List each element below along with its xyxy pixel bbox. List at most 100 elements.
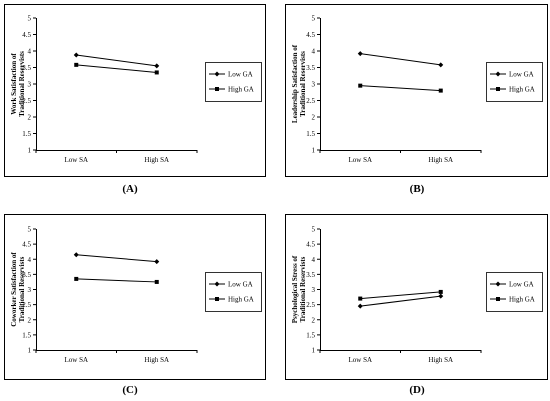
y-tick-label: 1.5 — [22, 130, 31, 138]
series-line-high-ga — [360, 291, 441, 300]
legend-marker-low-ga — [214, 71, 220, 77]
y-axis-title-line: Psychological Stress of — [291, 255, 299, 323]
y-tick-label: 4.5 — [22, 241, 31, 249]
y-tick-label: 5 — [312, 15, 316, 23]
legend-marker-high-ga — [496, 297, 500, 301]
y-axis-title: Coworker Satisfaction ofTraditional Rese… — [10, 252, 26, 327]
panel-label-c: (C) — [122, 384, 138, 396]
x-tick-label: Low SA — [64, 156, 88, 164]
legend-marker-low-ga — [214, 281, 220, 287]
legend: Low GA High GA — [486, 62, 543, 102]
y-tick-label: 3.5 — [306, 64, 315, 72]
panel-label-a: (A) — [122, 183, 138, 195]
legend-marker-high-ga — [496, 87, 500, 91]
y-tick-label: 1 — [312, 347, 316, 355]
y-tick-label: 4.5 — [22, 31, 31, 39]
y-tick-label: 5 — [312, 226, 316, 234]
y-tick-label: 1.5 — [306, 130, 315, 138]
chart-panel-d: 1 1.5 2 2.5 3 3.5 4 4.5 5 Low SA High SA Psychologi… — [285, 214, 548, 380]
chart-panel-a: 1 1.5 2 2.5 3 3.5 4 4.5 5 Low SA High SA Work Satis… — [4, 4, 266, 177]
y-axis-title-line: Leadership Satisfaction of — [291, 44, 299, 123]
legend-label-low-ga: Low GA — [228, 71, 253, 79]
data-point-low-ga — [73, 252, 79, 258]
y-tick-label: 4.5 — [306, 31, 315, 39]
legend: Low GA High GA — [205, 272, 262, 312]
y-tick-label: 3.5 — [22, 271, 31, 279]
y-tick-label: 4 — [312, 48, 316, 56]
y-tick-label: 3.5 — [22, 64, 31, 72]
legend-label-high-ga: High GA — [509, 86, 535, 94]
x-tick-label: High SA — [144, 156, 169, 164]
y-tick-label: 4 — [312, 256, 316, 264]
data-point-high-ga — [154, 70, 159, 75]
series-line-low-ga — [76, 254, 157, 263]
y-tick-label: 3 — [28, 81, 32, 89]
data-point-low-ga — [154, 63, 160, 69]
legend-box — [486, 62, 543, 102]
series-line-low-ga — [360, 295, 441, 307]
data-point-high-ga — [438, 88, 443, 93]
series-line-high-ga — [360, 85, 441, 92]
chart-panel-c: 1 1.5 2 2.5 3 3.5 4 4.5 5 Low SA High SA Coworker S… — [4, 214, 266, 380]
y-tick-label: 4 — [28, 48, 32, 56]
y-tick-label: 2.5 — [22, 97, 31, 105]
legend-box — [205, 272, 262, 312]
y-axis-title-line: Traditional Reservists — [18, 256, 26, 322]
y-tick-label: 2.5 — [22, 301, 31, 309]
y-tick-label: 2 — [28, 316, 32, 324]
panel-label-b: (B) — [409, 183, 425, 195]
legend-label-low-ga: Low GA — [228, 281, 253, 289]
legend-label-high-ga: High GA — [228, 296, 254, 304]
y-tick-label: 5 — [28, 15, 32, 23]
legend-label-low-ga: Low GA — [509, 71, 534, 79]
y-tick-label: 2 — [312, 114, 316, 122]
data-point-high-ga — [358, 83, 363, 88]
y-tick-label: 2 — [312, 316, 316, 324]
legend: Low GA High GA — [205, 62, 262, 102]
y-tick-label: 3 — [312, 286, 316, 294]
x-tick-label: Low SA — [348, 356, 372, 364]
data-point-high-ga — [358, 296, 363, 301]
data-point-low-ga — [357, 51, 363, 57]
data-point-high-ga — [74, 276, 79, 281]
x-tick-label: Low SA — [348, 156, 372, 164]
data-point-low-ga — [438, 62, 444, 68]
y-tick-label: 3 — [312, 81, 316, 89]
data-point-high-ga — [154, 279, 159, 284]
series-line-high-ga — [76, 278, 157, 283]
y-tick-label: 5 — [28, 226, 32, 234]
y-tick-label: 1 — [28, 347, 32, 355]
data-point-low-ga — [357, 303, 363, 309]
legend-marker-low-ga — [495, 71, 501, 77]
panel-label-d: (D) — [409, 384, 425, 396]
legend-label-low-ga: Low GA — [509, 281, 534, 289]
y-tick-label: 4.5 — [306, 241, 315, 249]
y-axis-title-line: Coworker Satisfaction of — [10, 252, 18, 327]
y-axis-title-line: Traditional Reservists — [299, 51, 307, 117]
legend-marker-high-ga — [215, 297, 219, 301]
legend-box — [205, 62, 262, 102]
legend-label-high-ga: High GA — [228, 86, 254, 94]
y-tick-label: 4 — [28, 256, 32, 264]
y-tick-label: 1 — [28, 147, 32, 155]
y-axis-title: Psychological Stress ofTraditional Reser… — [291, 255, 307, 323]
series-line-low-ga — [76, 54, 157, 67]
y-tick-label: 1.5 — [22, 331, 31, 339]
legend-marker-low-ga — [495, 281, 501, 287]
data-point-low-ga — [438, 293, 444, 299]
legend-box — [486, 272, 543, 312]
legend-label-high-ga: High GA — [509, 296, 535, 304]
y-tick-label: 3.5 — [306, 271, 315, 279]
series-line-high-ga — [76, 64, 157, 73]
legend: Low GA High GA — [486, 272, 543, 312]
data-point-low-ga — [154, 259, 160, 265]
y-axis-title-line: Work Satisfaction of — [10, 53, 18, 115]
data-point-high-ga — [74, 62, 79, 67]
chart-panel-b: 1 1.5 2 2.5 3 3.5 4 4.5 5 Low SA High SA Leadership… — [285, 4, 548, 177]
series-line-low-ga — [360, 53, 441, 66]
x-tick-label: High SA — [428, 356, 453, 364]
y-axis-title: Work Satisfaction ofTraditional Reservis… — [10, 51, 26, 117]
y-tick-label: 2.5 — [306, 97, 315, 105]
